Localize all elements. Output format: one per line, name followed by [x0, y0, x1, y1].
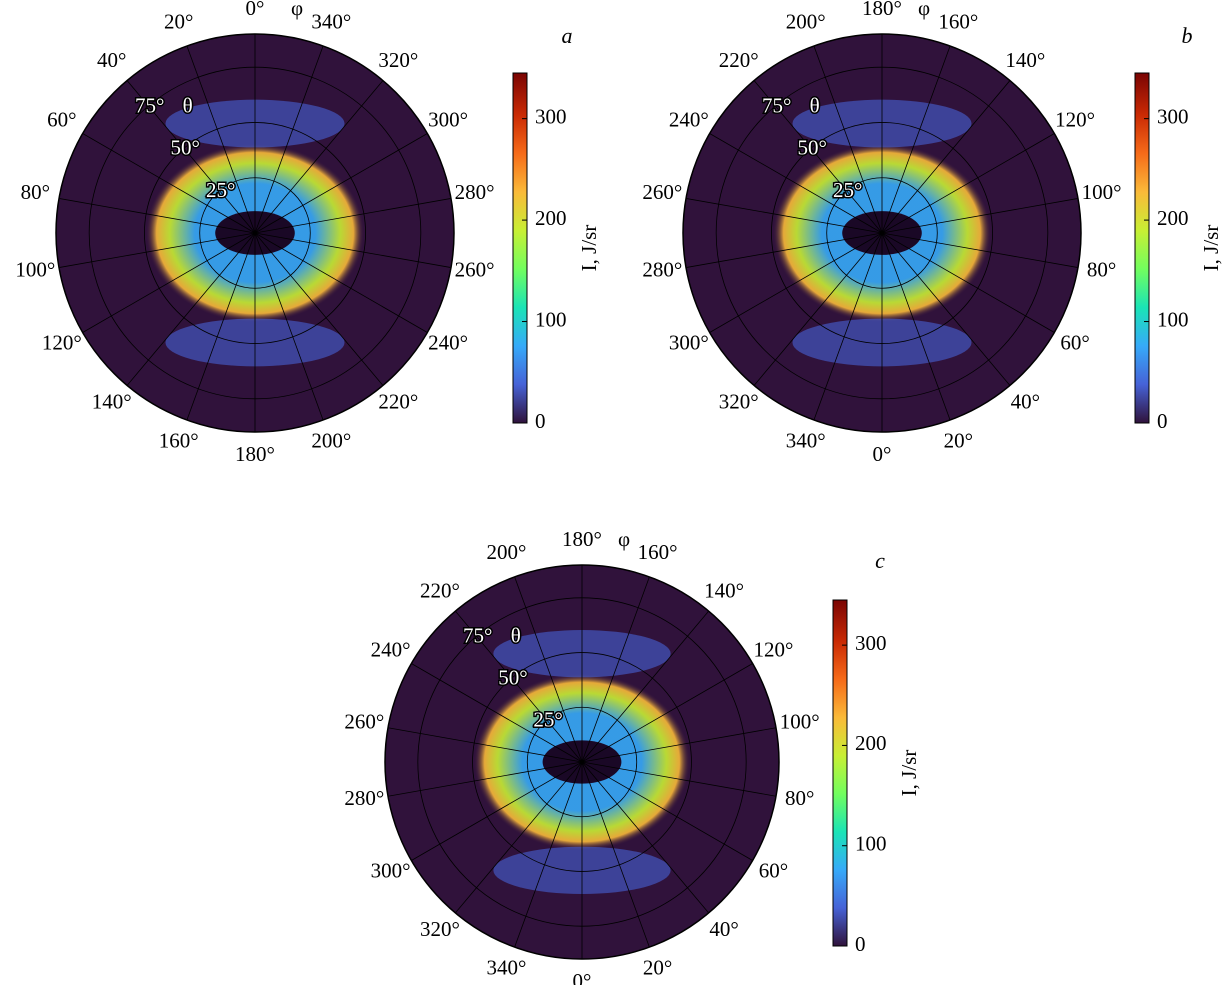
angle-tick-label: 120° — [42, 330, 82, 354]
colorbar-tick-label: 200 — [1157, 206, 1189, 230]
angle-tick-label: 60° — [47, 107, 76, 131]
angle-tick-label: 40° — [709, 917, 738, 941]
angle-tick-label: 180° — [235, 442, 275, 466]
angle-tick-label: 340° — [786, 428, 826, 452]
radial-tick-label: 50° — [798, 136, 827, 160]
angle-tick-label: 160° — [159, 428, 199, 452]
angle-tick-label: 20° — [944, 428, 973, 452]
panel-letter: c — [875, 548, 885, 573]
radial-axis-label: θ — [183, 93, 193, 117]
angle-tick-label: 240° — [669, 107, 709, 131]
angle-tick-label: 60° — [759, 858, 788, 882]
angle-tick-label: 280° — [642, 258, 682, 282]
colorbar-tick-label: 200 — [855, 731, 887, 755]
angle-tick-label: 80° — [785, 786, 814, 810]
angle-tick-label: 320° — [420, 917, 460, 941]
angle-tick-label: 260° — [344, 709, 384, 733]
radial-axis-label: θ — [810, 93, 820, 117]
angle-tick-label: 80° — [1087, 258, 1116, 282]
angle-tick-label: 160° — [638, 540, 678, 564]
angle-tick-label: 200° — [486, 540, 526, 564]
radial-tick-label: 25° — [533, 707, 562, 731]
angle-tick-label: 100° — [15, 258, 55, 282]
angle-tick-label: 260° — [455, 258, 495, 282]
angle-tick-label: 300° — [371, 858, 411, 882]
angle-axis-label: φ — [291, 0, 303, 20]
angle-tick-label: 100° — [1082, 180, 1122, 204]
angle-tick-label: 320° — [378, 48, 418, 72]
colorbar — [833, 600, 847, 946]
radial-axis-label: θ — [511, 624, 521, 648]
radial-tick-label: 25° — [833, 178, 862, 202]
angle-tick-label: 0° — [573, 969, 592, 985]
colorbar-label: I, J/sr — [1199, 225, 1223, 272]
angle-tick-label: 160° — [938, 9, 978, 33]
angle-tick-label: 180° — [862, 0, 902, 20]
angle-tick-label: 220° — [378, 390, 418, 414]
radial-tick-label: 75° — [463, 624, 492, 648]
angle-tick-label: 200° — [786, 9, 826, 33]
colorbar-tick-label: 100 — [855, 832, 887, 856]
colorbar-tick-label: 0 — [1157, 409, 1168, 433]
figure: 0° 20° 40° 60° 80° 100° 120° 140° 160° 180° 200° 22… — [0, 0, 1227, 985]
angle-tick-label: 40° — [97, 48, 126, 72]
angle-axis-label: φ — [618, 527, 630, 551]
angle-tick-label: 20° — [643, 955, 672, 979]
angle-tick-label: 300° — [669, 330, 709, 354]
angle-tick-label: 340° — [486, 955, 526, 979]
colorbar-tick-label: 100 — [1157, 307, 1189, 331]
angle-tick-label: 240° — [428, 330, 468, 354]
angle-axis-label: φ — [918, 0, 930, 20]
colorbar-tick-label: 300 — [1157, 104, 1189, 128]
colorbar-tick-label: 100 — [535, 307, 567, 331]
angle-tick-label: 0° — [246, 0, 265, 20]
radial-tick-label: 50° — [498, 666, 527, 690]
angle-tick-label: 200° — [311, 428, 351, 452]
panel-letter: b — [1182, 23, 1193, 48]
angle-tick-label: 340° — [311, 9, 351, 33]
radial-tick-label: 50° — [171, 136, 200, 160]
radial-tick-label: 75° — [135, 93, 164, 117]
angle-tick-label: 0° — [873, 442, 892, 466]
colorbar — [1135, 73, 1149, 423]
angle-tick-label: 140° — [704, 579, 744, 603]
colorbar-tick-label: 0 — [535, 409, 546, 433]
angle-tick-label: 320° — [719, 390, 759, 414]
angle-tick-label: 20° — [164, 9, 193, 33]
colorbar-label: I, J/sr — [897, 750, 921, 797]
angle-tick-label: 260° — [642, 180, 682, 204]
angle-tick-label: 120° — [753, 637, 793, 661]
colorbar-tick-label: 300 — [535, 104, 567, 128]
angle-tick-label: 280° — [344, 786, 384, 810]
angle-tick-label: 240° — [371, 637, 411, 661]
angle-tick-label: 220° — [719, 48, 759, 72]
angle-tick-label: 100° — [780, 709, 820, 733]
angle-tick-label: 140° — [92, 390, 132, 414]
angle-tick-label: 120° — [1055, 107, 1095, 131]
angle-tick-label: 60° — [1060, 330, 1089, 354]
angle-tick-label: 40° — [1011, 390, 1040, 414]
angle-tick-label: 280° — [455, 180, 495, 204]
radial-tick-label: 75° — [762, 93, 791, 117]
colorbar-label: I, J/sr — [577, 225, 601, 272]
angle-tick-label: 220° — [420, 579, 460, 603]
angle-tick-label: 80° — [21, 180, 50, 204]
angle-tick-label: 140° — [1005, 48, 1045, 72]
colorbar — [513, 73, 527, 423]
colorbar-tick-label: 0 — [855, 932, 866, 956]
angle-tick-label: 180° — [562, 527, 602, 551]
panel-letter: a — [562, 23, 573, 48]
angle-tick-label: 300° — [428, 107, 468, 131]
colorbar-tick-label: 300 — [855, 631, 887, 655]
colorbar-tick-label: 200 — [535, 206, 567, 230]
radial-tick-label: 25° — [206, 178, 235, 202]
